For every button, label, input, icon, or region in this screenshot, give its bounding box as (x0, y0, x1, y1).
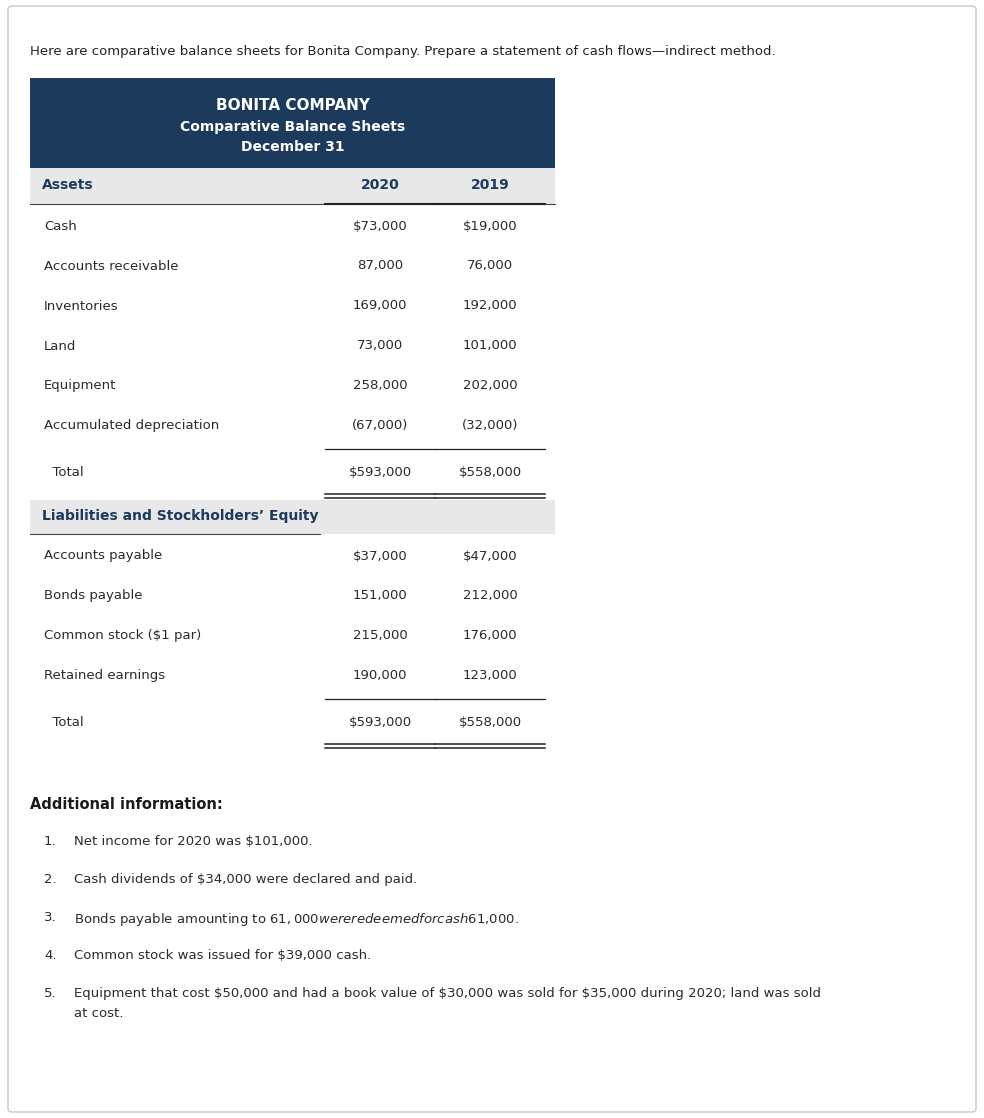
Text: 151,000: 151,000 (352, 589, 407, 603)
Text: Cash dividends of $34,000 were declared and paid.: Cash dividends of $34,000 were declared … (74, 873, 417, 885)
Text: $593,000: $593,000 (348, 465, 411, 479)
Text: Here are comparative balance sheets for Bonita Company. Prepare a statement of c: Here are comparative balance sheets for … (30, 45, 775, 58)
Text: Equipment: Equipment (44, 379, 116, 392)
Bar (30, 500, 555, 534)
Bar (30, 168, 555, 203)
Text: Net income for 2020 was $101,000.: Net income for 2020 was $101,000. (74, 835, 313, 847)
Text: Common stock was issued for $39,000 cash.: Common stock was issued for $39,000 cash… (74, 949, 371, 961)
Text: 1.: 1. (44, 835, 57, 847)
Text: 123,000: 123,000 (462, 670, 518, 682)
Text: Assets: Assets (42, 178, 93, 192)
Text: 4.: 4. (44, 949, 56, 961)
Text: $47,000: $47,000 (462, 550, 518, 562)
Text: $593,000: $593,000 (348, 716, 411, 729)
Text: 258,000: 258,000 (352, 379, 407, 392)
Text: Equipment that cost $50,000 and had a book value of $30,000 was sold for $35,000: Equipment that cost $50,000 and had a bo… (74, 987, 821, 999)
Text: Accumulated depreciation: Accumulated depreciation (44, 419, 219, 433)
Text: Bonds payable amounting to $61,000 were redeemed for cash $61,000.: Bonds payable amounting to $61,000 were … (74, 911, 519, 928)
Text: Cash: Cash (44, 219, 77, 233)
Text: 2019: 2019 (470, 178, 510, 192)
Text: 190,000: 190,000 (352, 670, 407, 682)
Text: 87,000: 87,000 (357, 259, 403, 273)
Text: at cost.: at cost. (74, 1007, 123, 1020)
Text: Common stock ($1 par): Common stock ($1 par) (44, 629, 202, 643)
Text: 192,000: 192,000 (462, 300, 518, 313)
Text: 2020: 2020 (360, 178, 400, 192)
Text: 2.: 2. (44, 873, 57, 885)
Text: 5.: 5. (44, 987, 57, 999)
Text: $558,000: $558,000 (459, 465, 522, 479)
Text: 215,000: 215,000 (352, 629, 407, 643)
Text: Total: Total (44, 716, 84, 729)
Text: $73,000: $73,000 (352, 219, 407, 233)
Text: Retained earnings: Retained earnings (44, 670, 165, 682)
Text: 3.: 3. (44, 911, 57, 923)
Text: 76,000: 76,000 (467, 259, 513, 273)
Text: Land: Land (44, 340, 77, 352)
Text: (67,000): (67,000) (352, 419, 408, 433)
Text: 176,000: 176,000 (462, 629, 518, 643)
Text: 101,000: 101,000 (462, 340, 518, 352)
Text: Bonds payable: Bonds payable (44, 589, 143, 603)
Text: (32,000): (32,000) (461, 419, 519, 433)
Text: 212,000: 212,000 (462, 589, 518, 603)
Text: Accounts payable: Accounts payable (44, 550, 162, 562)
Bar (30, 78, 555, 168)
Text: Total: Total (44, 465, 84, 479)
Text: 169,000: 169,000 (352, 300, 407, 313)
Text: $19,000: $19,000 (462, 219, 518, 233)
Text: Accounts receivable: Accounts receivable (44, 259, 178, 273)
Text: Comparative Balance Sheets: Comparative Balance Sheets (180, 120, 405, 134)
Text: December 31: December 31 (241, 140, 344, 154)
Text: 202,000: 202,000 (462, 379, 518, 392)
Text: 73,000: 73,000 (357, 340, 403, 352)
Text: $558,000: $558,000 (459, 716, 522, 729)
Text: Additional information:: Additional information: (30, 797, 222, 812)
Text: Inventories: Inventories (44, 300, 119, 313)
Text: Liabilities and Stockholders’ Equity: Liabilities and Stockholders’ Equity (42, 509, 319, 523)
Text: $37,000: $37,000 (352, 550, 407, 562)
Text: BONITA COMPANY: BONITA COMPANY (215, 98, 370, 113)
FancyBboxPatch shape (8, 6, 976, 1112)
